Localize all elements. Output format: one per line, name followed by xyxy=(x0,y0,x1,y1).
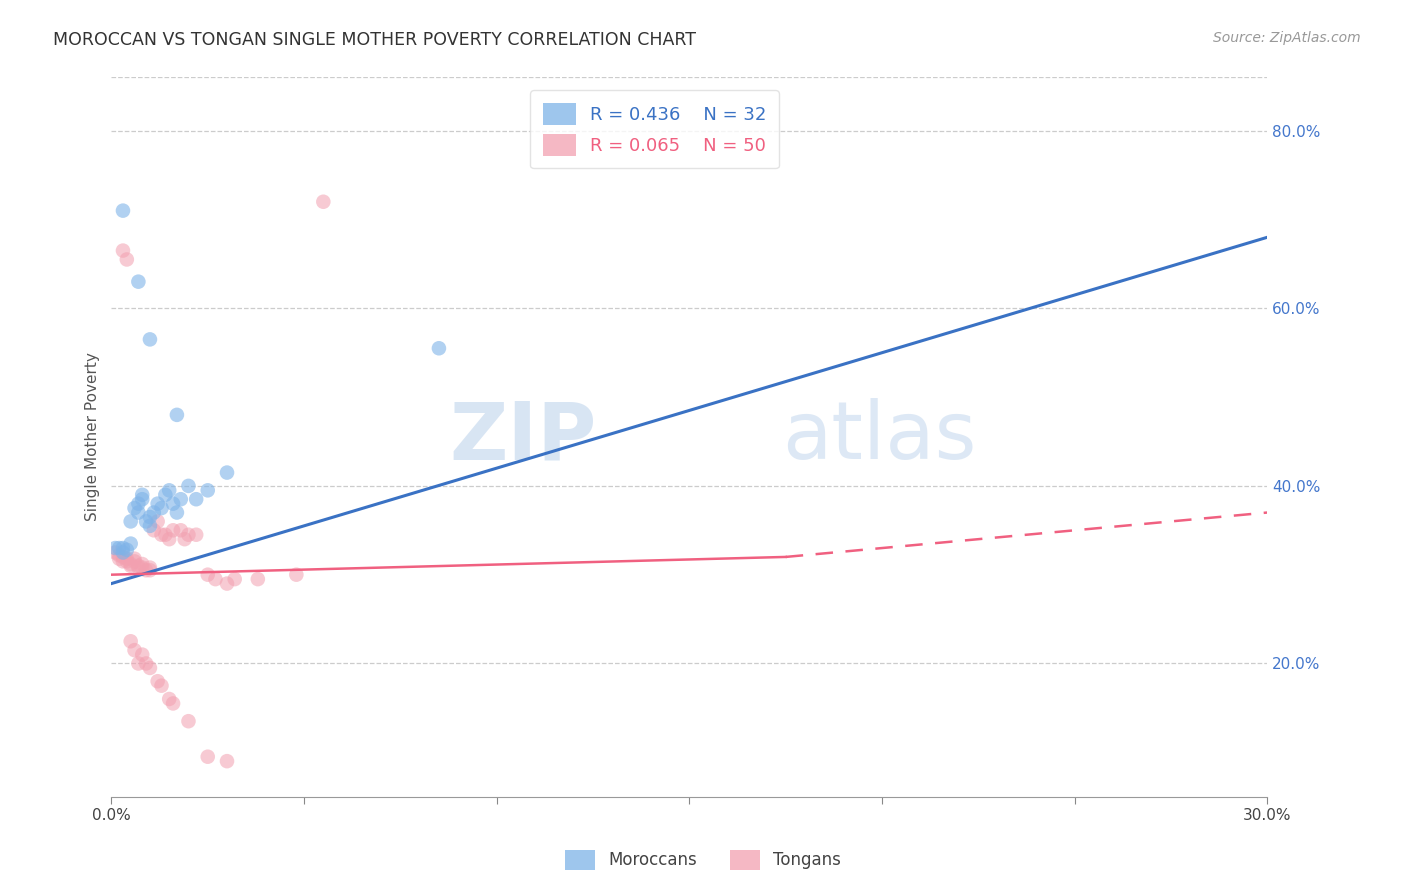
Point xyxy=(127,506,149,520)
Point xyxy=(124,554,146,568)
Point xyxy=(150,501,173,516)
Point xyxy=(157,483,180,498)
Point xyxy=(186,492,208,507)
Point xyxy=(166,506,188,520)
Point xyxy=(108,541,131,555)
Point xyxy=(427,341,450,355)
Point xyxy=(135,515,157,529)
Point xyxy=(150,679,173,693)
Point xyxy=(215,576,238,591)
Point xyxy=(120,557,142,571)
Point xyxy=(142,523,165,537)
Point xyxy=(104,545,127,559)
Point xyxy=(139,563,162,577)
Point xyxy=(186,527,208,541)
Point xyxy=(127,657,149,671)
Point xyxy=(124,551,146,566)
Point xyxy=(204,572,226,586)
Point xyxy=(115,542,138,557)
Point xyxy=(127,497,149,511)
Point xyxy=(170,492,193,507)
Point xyxy=(139,560,162,574)
Point xyxy=(146,497,169,511)
Point xyxy=(162,523,184,537)
Point xyxy=(197,749,219,764)
Point xyxy=(115,252,138,267)
Point xyxy=(111,203,134,218)
Point xyxy=(173,532,195,546)
Point xyxy=(177,714,200,729)
Point xyxy=(124,501,146,516)
Point xyxy=(170,523,193,537)
Point xyxy=(166,408,188,422)
Point xyxy=(162,697,184,711)
Text: atlas: atlas xyxy=(782,398,976,476)
Point xyxy=(157,532,180,546)
Text: MOROCCAN VS TONGAN SINGLE MOTHER POVERTY CORRELATION CHART: MOROCCAN VS TONGAN SINGLE MOTHER POVERTY… xyxy=(53,31,696,49)
Text: Source: ZipAtlas.com: Source: ZipAtlas.com xyxy=(1213,31,1361,45)
Point xyxy=(120,634,142,648)
Point xyxy=(146,674,169,689)
Point xyxy=(127,558,149,573)
Point xyxy=(115,551,138,566)
Point xyxy=(197,483,219,498)
Point xyxy=(215,466,238,480)
Point xyxy=(127,560,149,574)
Point xyxy=(135,657,157,671)
Point xyxy=(115,554,138,568)
Point xyxy=(108,548,131,562)
Point xyxy=(131,488,153,502)
Point xyxy=(139,332,162,346)
Point xyxy=(131,492,153,507)
Point xyxy=(111,549,134,564)
Point xyxy=(142,506,165,520)
Point xyxy=(135,563,157,577)
Point xyxy=(150,527,173,541)
Point xyxy=(120,536,142,550)
Text: ZIP: ZIP xyxy=(450,398,598,476)
Point xyxy=(157,692,180,706)
Point xyxy=(131,648,153,662)
Legend: R = 0.436    N = 32, R = 0.065    N = 50: R = 0.436 N = 32, R = 0.065 N = 50 xyxy=(530,90,779,169)
Point xyxy=(104,541,127,555)
Y-axis label: Single Mother Poverty: Single Mother Poverty xyxy=(86,352,100,522)
Point xyxy=(177,479,200,493)
Point xyxy=(120,558,142,573)
Point xyxy=(111,545,134,559)
Point xyxy=(127,275,149,289)
Point xyxy=(155,488,177,502)
Point xyxy=(139,510,162,524)
Point xyxy=(108,551,131,566)
Point xyxy=(111,541,134,555)
Point xyxy=(111,244,134,258)
Point xyxy=(285,567,308,582)
Point xyxy=(162,497,184,511)
Point xyxy=(155,527,177,541)
Point xyxy=(139,519,162,533)
Point xyxy=(177,527,200,541)
Point xyxy=(131,560,153,574)
Point xyxy=(124,643,146,657)
Point xyxy=(197,567,219,582)
Point xyxy=(312,194,335,209)
Point xyxy=(224,572,246,586)
Legend: Moroccans, Tongans: Moroccans, Tongans xyxy=(558,843,848,877)
Point xyxy=(131,557,153,571)
Point xyxy=(146,515,169,529)
Point xyxy=(215,754,238,768)
Point xyxy=(246,572,269,586)
Point xyxy=(120,515,142,529)
Point xyxy=(111,554,134,568)
Point xyxy=(139,661,162,675)
